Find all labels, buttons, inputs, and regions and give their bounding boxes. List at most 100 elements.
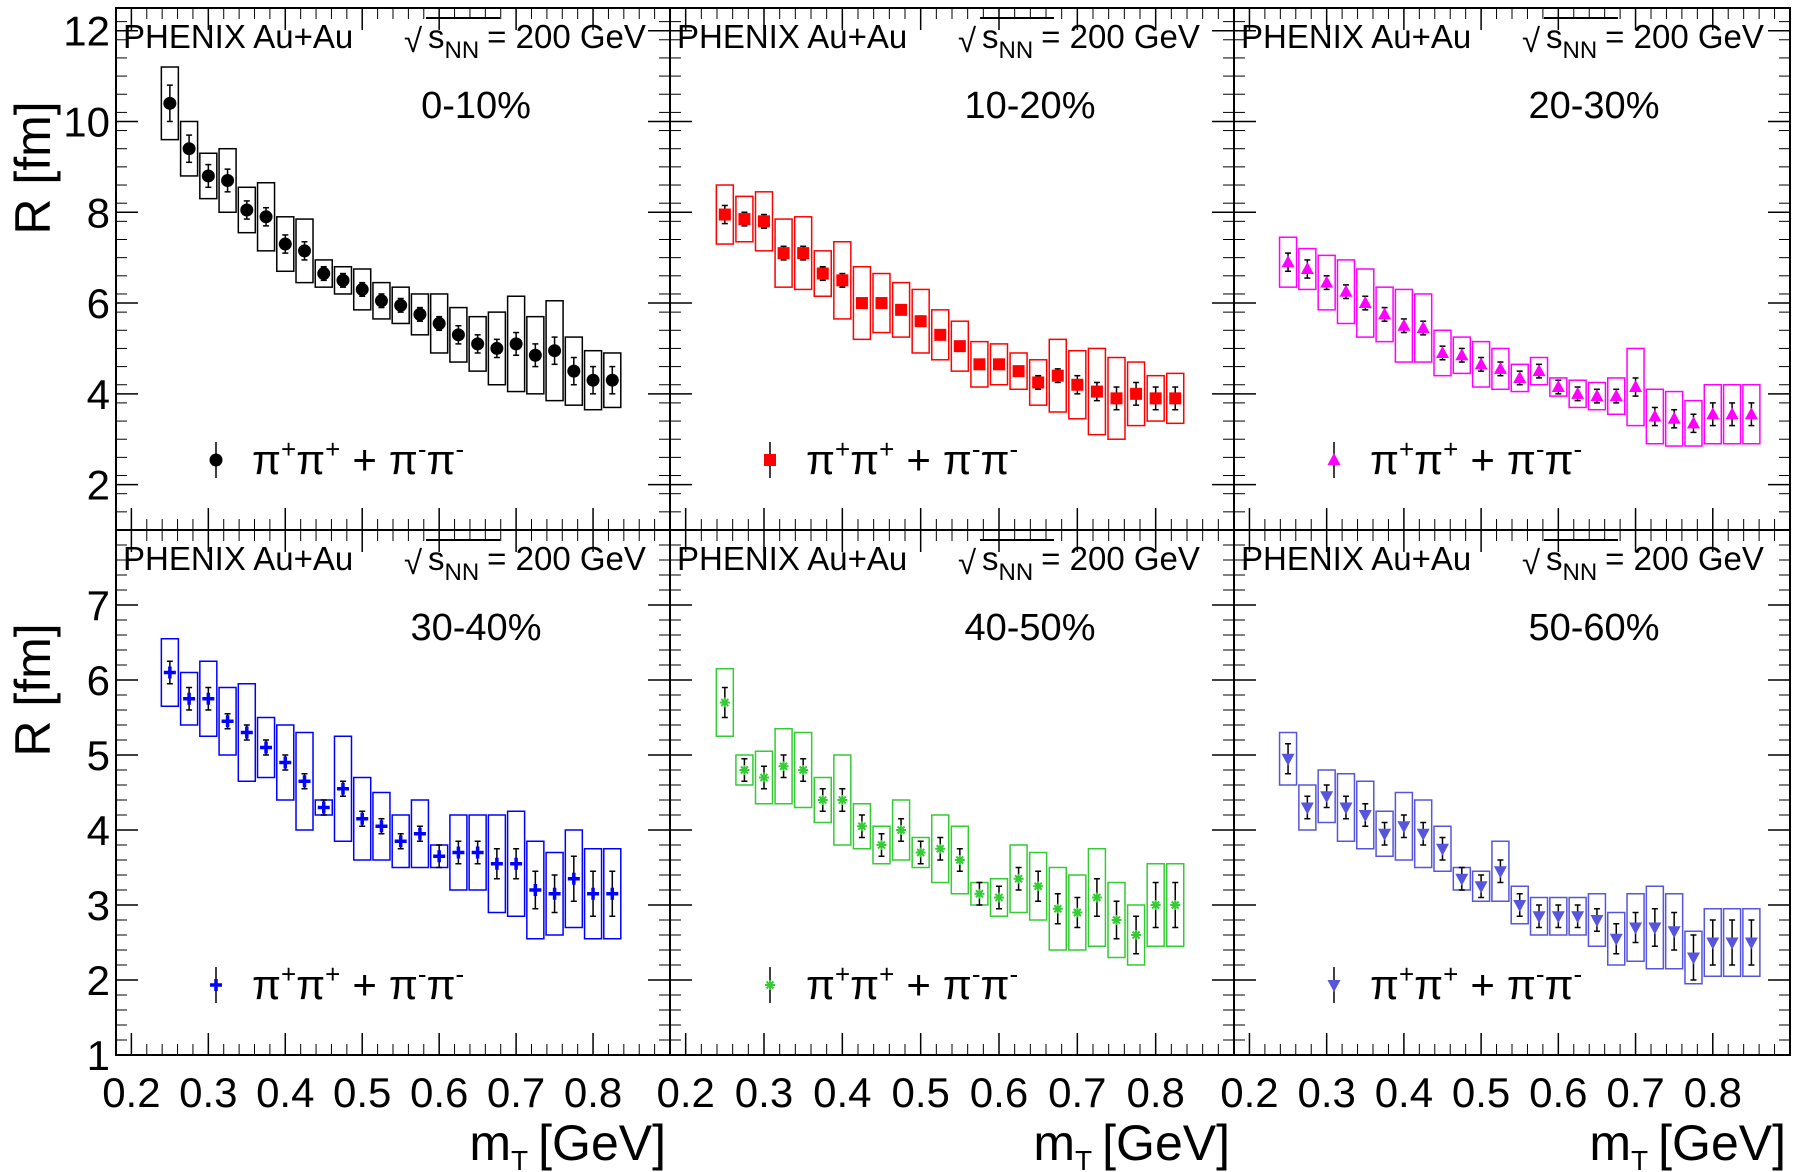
- legend-sup: +: [835, 434, 850, 464]
- data-point: [1706, 937, 1720, 950]
- data-point: [278, 237, 292, 251]
- data-point: [1744, 937, 1758, 950]
- experiment-label: PHENIX Au+Au: [123, 18, 353, 55]
- sys-box: [276, 724, 295, 801]
- legend-sup: -: [1536, 959, 1545, 989]
- sys-box: [391, 814, 410, 869]
- energy-sub: NN: [999, 559, 1034, 586]
- sys-box: [735, 195, 754, 243]
- y-axis-title: R [fm]: [5, 623, 61, 756]
- data-point: [567, 364, 581, 378]
- legend-sup: -: [1574, 434, 1583, 464]
- data-point: [298, 244, 312, 258]
- sqrt-symbol: √: [404, 22, 423, 59]
- sys-box: [333, 735, 353, 842]
- sys-box: [1703, 383, 1723, 445]
- sys-box: [506, 295, 526, 393]
- data-point: [797, 247, 810, 260]
- y-tick-label: 6: [87, 657, 110, 704]
- sqrt-symbol: √: [958, 544, 977, 581]
- x-axis-title: mT [GeV]: [1033, 1115, 1230, 1172]
- sys-box: [1146, 863, 1165, 947]
- data-point: [1150, 900, 1161, 910]
- sys-box: [1317, 769, 1336, 824]
- y-tick-label: 8: [87, 189, 110, 236]
- sys-box: [526, 840, 545, 940]
- data-point: [374, 294, 388, 308]
- x-title-units: [GeV]: [1658, 1115, 1786, 1171]
- sys-box: [891, 281, 911, 338]
- experiment-label: PHENIX Au+Au: [1241, 18, 1471, 55]
- data-point: [759, 772, 769, 783]
- data-point: [1397, 821, 1411, 834]
- centrality-label: 20-30%: [1529, 85, 1660, 127]
- sys-box: [1645, 885, 1665, 970]
- energy-sub: NN: [999, 37, 1034, 64]
- data-point: [413, 827, 426, 840]
- energy-sub: NN: [1563, 37, 1598, 64]
- sys-box: [1549, 896, 1568, 936]
- energy-value: = 200 GeV: [487, 540, 646, 577]
- sys-box: [1336, 773, 1356, 842]
- data-point: [375, 820, 388, 833]
- sys-box: [237, 186, 257, 234]
- data-point: [974, 888, 985, 899]
- y-axis-title: R [fm]: [5, 101, 61, 234]
- data-point: [1131, 930, 1142, 940]
- sys-box: [295, 218, 314, 284]
- legend-sup: +: [1399, 959, 1414, 989]
- x-tick-label: 0.6: [1529, 1069, 1587, 1116]
- data-point: [994, 892, 1004, 903]
- legend-sup: +: [325, 959, 340, 989]
- sys-box: [545, 851, 564, 936]
- data-point: [1686, 416, 1700, 429]
- data-point: [1532, 911, 1546, 924]
- sys-box: [295, 731, 314, 831]
- sys-box: [931, 309, 950, 361]
- legend-marker: [210, 979, 222, 991]
- experiment-text: PHENIX Au+Au: [123, 18, 353, 55]
- legend-pi: π: [806, 436, 835, 483]
- data-point: [298, 775, 311, 788]
- data-point: [1300, 802, 1314, 815]
- sys-box: [1722, 908, 1742, 977]
- sys-box: [1703, 908, 1723, 977]
- data-point: [1052, 903, 1063, 914]
- legend-join: +: [906, 961, 931, 1008]
- legend-pi: π: [943, 436, 972, 483]
- data-point: [1513, 370, 1527, 383]
- data-point: [394, 298, 408, 312]
- sys-box: [1298, 784, 1317, 831]
- sys-box: [410, 293, 430, 336]
- x-tick-label: 0.5: [891, 1069, 949, 1116]
- sys-box: [1375, 810, 1394, 857]
- data-point: [915, 847, 926, 858]
- sys-box: [583, 349, 603, 411]
- data-point: [1320, 275, 1334, 288]
- x-title-main: m: [1589, 1115, 1631, 1171]
- energy-value: = 200 GeV: [1041, 540, 1200, 577]
- legend-sup: +: [1399, 434, 1414, 464]
- data-point: [490, 341, 504, 355]
- legend-pi: π: [1545, 436, 1574, 483]
- sqrt-glyph: √: [404, 22, 423, 59]
- sys-box: [1568, 896, 1587, 936]
- sys-box: [1664, 390, 1684, 447]
- x-tick-label: 0.7: [1606, 1069, 1664, 1116]
- legend-pi: π: [427, 436, 456, 483]
- data-point: [528, 348, 542, 362]
- x-tick-label: 0.8: [1126, 1069, 1184, 1116]
- x-title-main: m: [1033, 1115, 1075, 1171]
- energy-s: s: [982, 540, 999, 577]
- sys-box: [1028, 359, 1048, 406]
- sys-box: [735, 754, 754, 786]
- data-point: [973, 358, 986, 371]
- x-tick-label: 0.2: [102, 1069, 160, 1116]
- energy-s: s: [982, 18, 999, 55]
- data-point: [836, 274, 849, 287]
- panel-30-40%: 1 2 3 4 5 6 7 0.2 0.3 0.4 0.5 0.6 0.7 0.8 PHENIX Au+Au…: [87, 529, 671, 1172]
- legend-sup: -: [972, 959, 981, 989]
- legend-pi: π: [1414, 961, 1443, 1008]
- data-point: [1032, 376, 1045, 389]
- data-point: [1339, 284, 1353, 297]
